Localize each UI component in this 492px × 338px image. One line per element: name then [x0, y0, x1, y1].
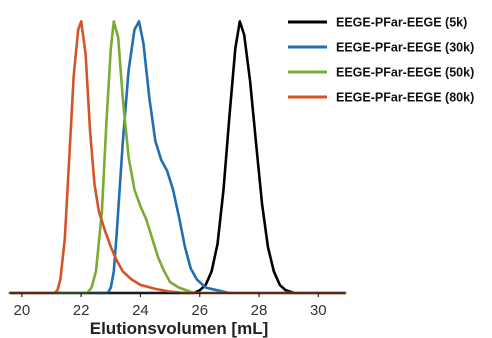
- legend-item-eege-pfar-eege-30k: EEGE-PFar-EEGE (30k): [288, 41, 474, 55]
- series-line-eege-pfar-eege-80k: [8, 20, 347, 295]
- x-tick-label: 20: [14, 302, 31, 319]
- legend: EEGE-PFar-EEGE (5k) EEGE-PFar-EEGE (30k) E…: [288, 16, 474, 105]
- legend-label: EEGE-PFar-EEGE (50k): [336, 66, 474, 80]
- legend-item-eege-pfar-eege-50k: EEGE-PFar-EEGE (50k): [288, 66, 474, 80]
- x-tick-label: 22: [73, 302, 90, 319]
- series-line-eege-pfar-eege-30k: [8, 20, 347, 295]
- x-tick-label: 30: [310, 302, 327, 319]
- legend-item-eege-pfar-eege-5k: EEGE-PFar-EEGE (5k): [288, 16, 467, 30]
- x-axis-title: Elutionsvolumen [mL]: [90, 319, 269, 338]
- x-tick-label: 28: [251, 302, 268, 319]
- legend-label: EEGE-PFar-EEGE (30k): [336, 41, 474, 55]
- x-tick-label: 26: [191, 302, 208, 319]
- legend-item-eege-pfar-eege-80k: EEGE-PFar-EEGE (80k): [288, 91, 474, 105]
- series-line-eege-pfar-eege-50k: [8, 20, 347, 295]
- legend-label: EEGE-PFar-EEGE (80k): [336, 91, 474, 105]
- x-tick-label: 24: [132, 302, 149, 319]
- legend-label: EEGE-PFar-EEGE (5k): [336, 16, 467, 30]
- x-axis-ticks: 20 22 24 26 28 30: [14, 293, 327, 319]
- plot-lines: [8, 20, 347, 295]
- series-line-eege-pfar-eege-5k: [8, 20, 347, 295]
